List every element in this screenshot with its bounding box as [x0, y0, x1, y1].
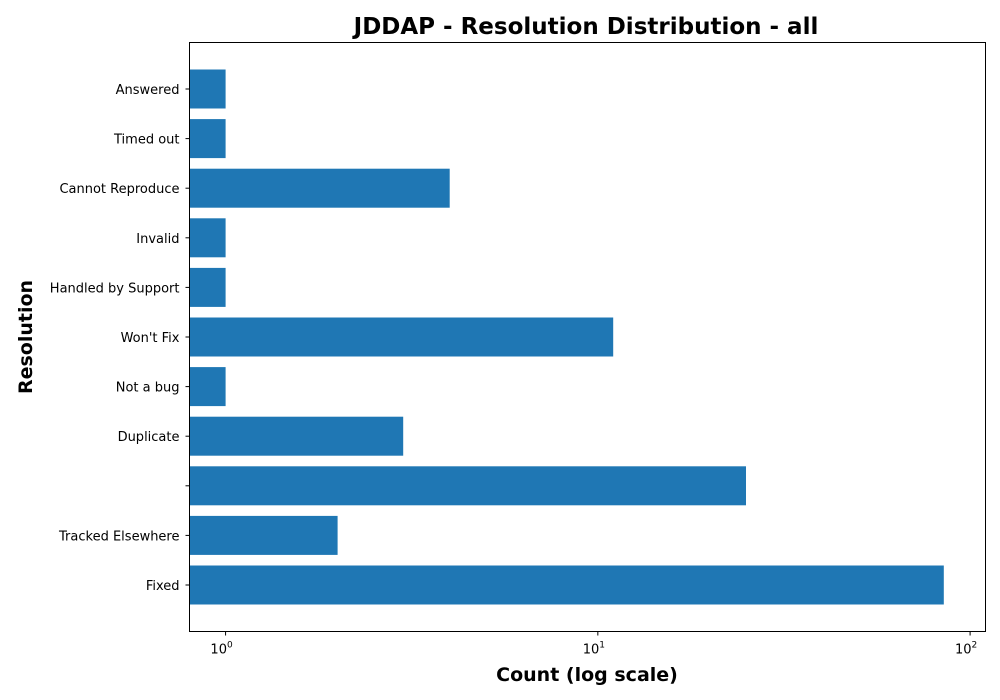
- bars-group: [189, 69, 944, 605]
- y-tick-label: Answered: [116, 83, 180, 98]
- bar: [189, 267, 226, 307]
- bar: [189, 218, 226, 258]
- y-axis-label: Resolution: [15, 280, 37, 394]
- x-tick-label: 102: [955, 641, 977, 658]
- chart-title: JDDAP - Resolution Distribution - all: [352, 14, 819, 40]
- y-tick-label: Handled by Support: [50, 281, 180, 296]
- y-tick-label: Won't Fix: [121, 331, 180, 346]
- bar: [189, 466, 746, 506]
- x-tick-label: 100: [210, 641, 233, 658]
- bar: [189, 515, 338, 555]
- bar: [189, 119, 226, 159]
- bar: [189, 317, 614, 357]
- x-axis-label: Count (log scale): [496, 664, 678, 686]
- x-axis-ticks: 100 101 102: [210, 631, 977, 658]
- bar: [189, 367, 226, 407]
- bar: [189, 565, 944, 605]
- bar: [189, 69, 226, 109]
- y-tick-label: Cannot Reproduce: [59, 182, 179, 197]
- y-tick-label: Duplicate: [118, 430, 180, 445]
- y-tick-label: Timed out: [113, 133, 180, 148]
- y-tick-label: Invalid: [136, 232, 179, 247]
- bar: [189, 168, 450, 208]
- y-tick-label: Tracked Elsewhere: [58, 529, 179, 544]
- bar: [189, 416, 404, 456]
- x-tick-label: 101: [583, 641, 605, 658]
- y-axis-ticks: Answered Timed out Cannot Reproduce Invalid…: [50, 83, 190, 594]
- y-tick-label: Fixed: [146, 579, 180, 594]
- y-tick-label: Not a bug: [116, 381, 180, 396]
